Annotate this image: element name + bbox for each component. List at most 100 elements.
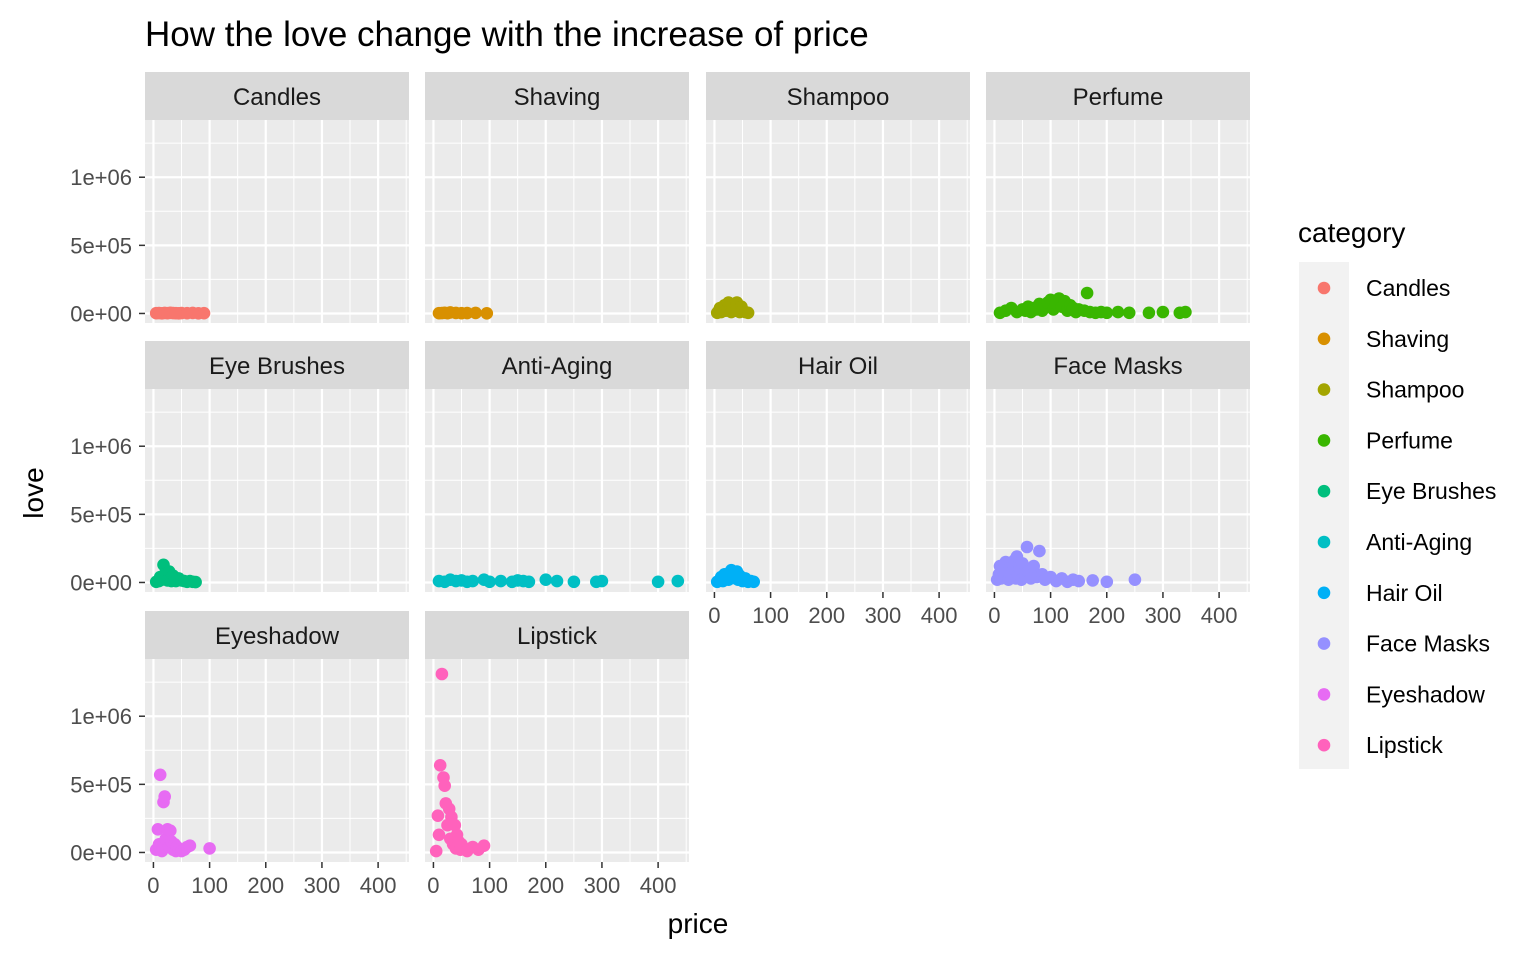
facet-panel-eyeshadow: Eyeshadow 0e+00 5e+05 1e+06 0 100 200 300 400 [70,611,409,898]
data-point [432,828,446,842]
data-point [1080,286,1094,300]
points-eye-brushes [149,558,202,589]
data-point [469,306,482,320]
facet-strip [145,72,409,120]
data-point [651,575,665,589]
data-point [433,759,447,772]
data-point [522,575,536,589]
data-point [151,823,165,836]
legend-label: Hair Oil [1366,580,1443,606]
data-point [1122,306,1136,320]
facet-strip [145,341,409,389]
legend-key [1317,637,1331,650]
legend-key-background [1299,262,1349,769]
x-tick-label: 0 [988,603,1000,628]
data-point [477,839,491,852]
x-tick-label: 300 [304,873,341,898]
panel-background [706,389,970,592]
data-point [183,839,197,852]
data-point [1072,574,1085,588]
data-point [197,306,211,320]
data-point [466,574,480,588]
legend-label: Shampoo [1366,377,1464,403]
legend-label: Candles [1366,275,1450,301]
panel-background [425,389,689,592]
legend-label: Perfume [1366,427,1453,453]
data-point [153,768,167,782]
points-candles [149,306,211,320]
legend-key [1317,688,1331,701]
facet-panel-face-masks: Face Masks 0 100 200 300 400 [986,341,1250,628]
points-shaving [432,306,494,320]
data-point [431,809,445,822]
y-tick-label: 1e+06 [70,165,132,190]
panel-background [425,120,689,323]
facet-panel-hair-oil: Hair Oil 0 100 200 300 400 [706,341,970,628]
legend-item-shaving: Shaving [1317,326,1449,352]
x-tick-label: 400 [1201,603,1238,628]
legend-key [1317,738,1331,752]
y-tick-label: 0e+00 [70,570,132,595]
data-point [1100,306,1114,320]
x-tick-label: 0 [147,873,159,898]
facet-panel-lipstick: Lipstick 0 100 200 300 400 [425,611,689,898]
legend-label: Eye Brushes [1366,478,1496,504]
panel-background [986,389,1250,592]
y-tick-label: 5e+05 [70,772,132,797]
x-tick-label: 200 [527,873,564,898]
x-tick-label: 400 [921,603,958,628]
points-perfume [993,286,1192,320]
facet-panel-shampoo: Shampoo [706,72,970,323]
legend-label: Shaving [1366,326,1449,352]
data-point [438,779,452,792]
y-tick-label: 5e+05 [70,233,132,258]
data-point [480,307,494,320]
legend-items: Candles Shaving Shampoo Perfume Eye Brushes A… [1317,275,1496,758]
x-tick-label: 200 [808,603,845,628]
legend-item-perfume: Perfume [1317,427,1453,453]
x-tick-label: 0 [708,603,720,628]
legend-item-eyeshadow: Eyeshadow [1317,681,1485,707]
facet-panels: Candles 0e+00 5e+05 1e+06 Shaving Shampoo Perf… [70,72,1250,898]
legend-label: Anti-Aging [1366,529,1472,555]
points-hair-oil [710,563,760,589]
points-shampoo [710,296,755,320]
data-point [1027,559,1040,573]
data-point [1156,305,1170,319]
facet-strip [706,341,970,389]
x-tick-label: 100 [471,873,508,898]
facet-strip-label: Perfume [1073,84,1164,111]
facet-strip [986,341,1250,389]
data-point [741,306,755,320]
data-point [203,842,216,855]
x-tick-label: 400 [360,873,397,898]
facet-strip-label: Candles [233,84,321,111]
x-tick-label: 300 [1145,603,1182,628]
legend-key [1317,484,1331,498]
facet-strip [425,341,689,389]
points-anti-aging [432,573,685,589]
legend-label: Face Masks [1366,631,1490,657]
facet-strip [425,611,689,659]
data-point [1086,574,1099,587]
facet-strip-label: Lipstick [517,623,598,650]
data-point [1128,573,1142,586]
data-point [539,573,553,586]
data-point [435,667,449,681]
legend-key [1317,383,1331,396]
data-point [671,574,685,588]
legend-item-lipstick: Lipstick [1317,732,1443,758]
y-tick-label: 0e+00 [70,840,132,865]
data-point [1033,544,1046,558]
y-tick-label: 5e+05 [70,502,132,527]
facet-strip-label: Eyeshadow [215,623,340,650]
chart-title: How the love change with the increase of… [145,15,869,54]
data-point [189,575,202,589]
facet-strip [425,72,689,120]
x-axis-title: price [668,908,729,939]
data-point [164,824,177,837]
y-tick-label: 0e+00 [70,301,132,326]
data-point [1142,306,1156,320]
legend-key [1317,535,1331,549]
